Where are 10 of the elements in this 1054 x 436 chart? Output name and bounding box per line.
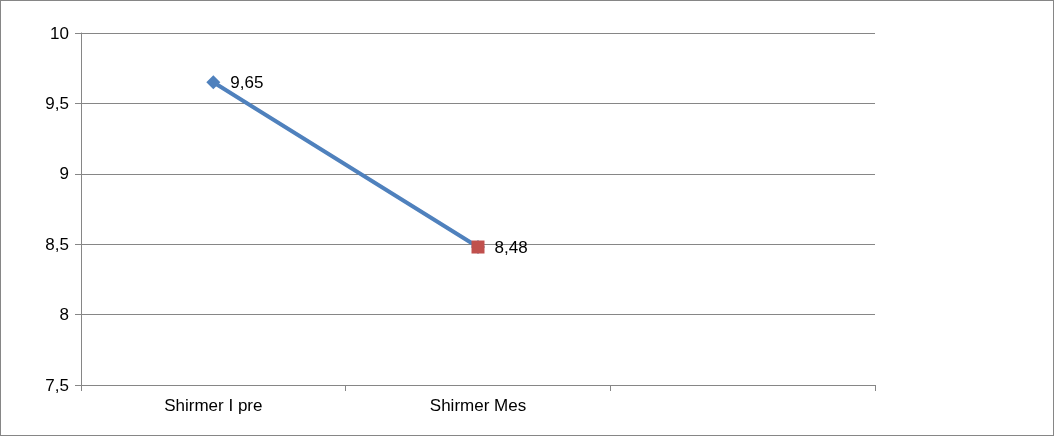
data-label: 9,65 [230,72,264,92]
y-tick-label: 9,5 [45,93,69,113]
y-tick-label: 10 [50,23,69,43]
x-tick-label: Shirmer Mes [429,396,527,415]
x-tick-label: Shirmer I pre [164,396,263,415]
y-tick-label: 8,5 [45,234,69,254]
data-label: 8,48 [494,237,528,257]
y-tick-label: 8 [59,305,69,325]
y-tick-label: 9 [59,164,69,184]
y-tick-label: 7,5 [45,375,69,395]
